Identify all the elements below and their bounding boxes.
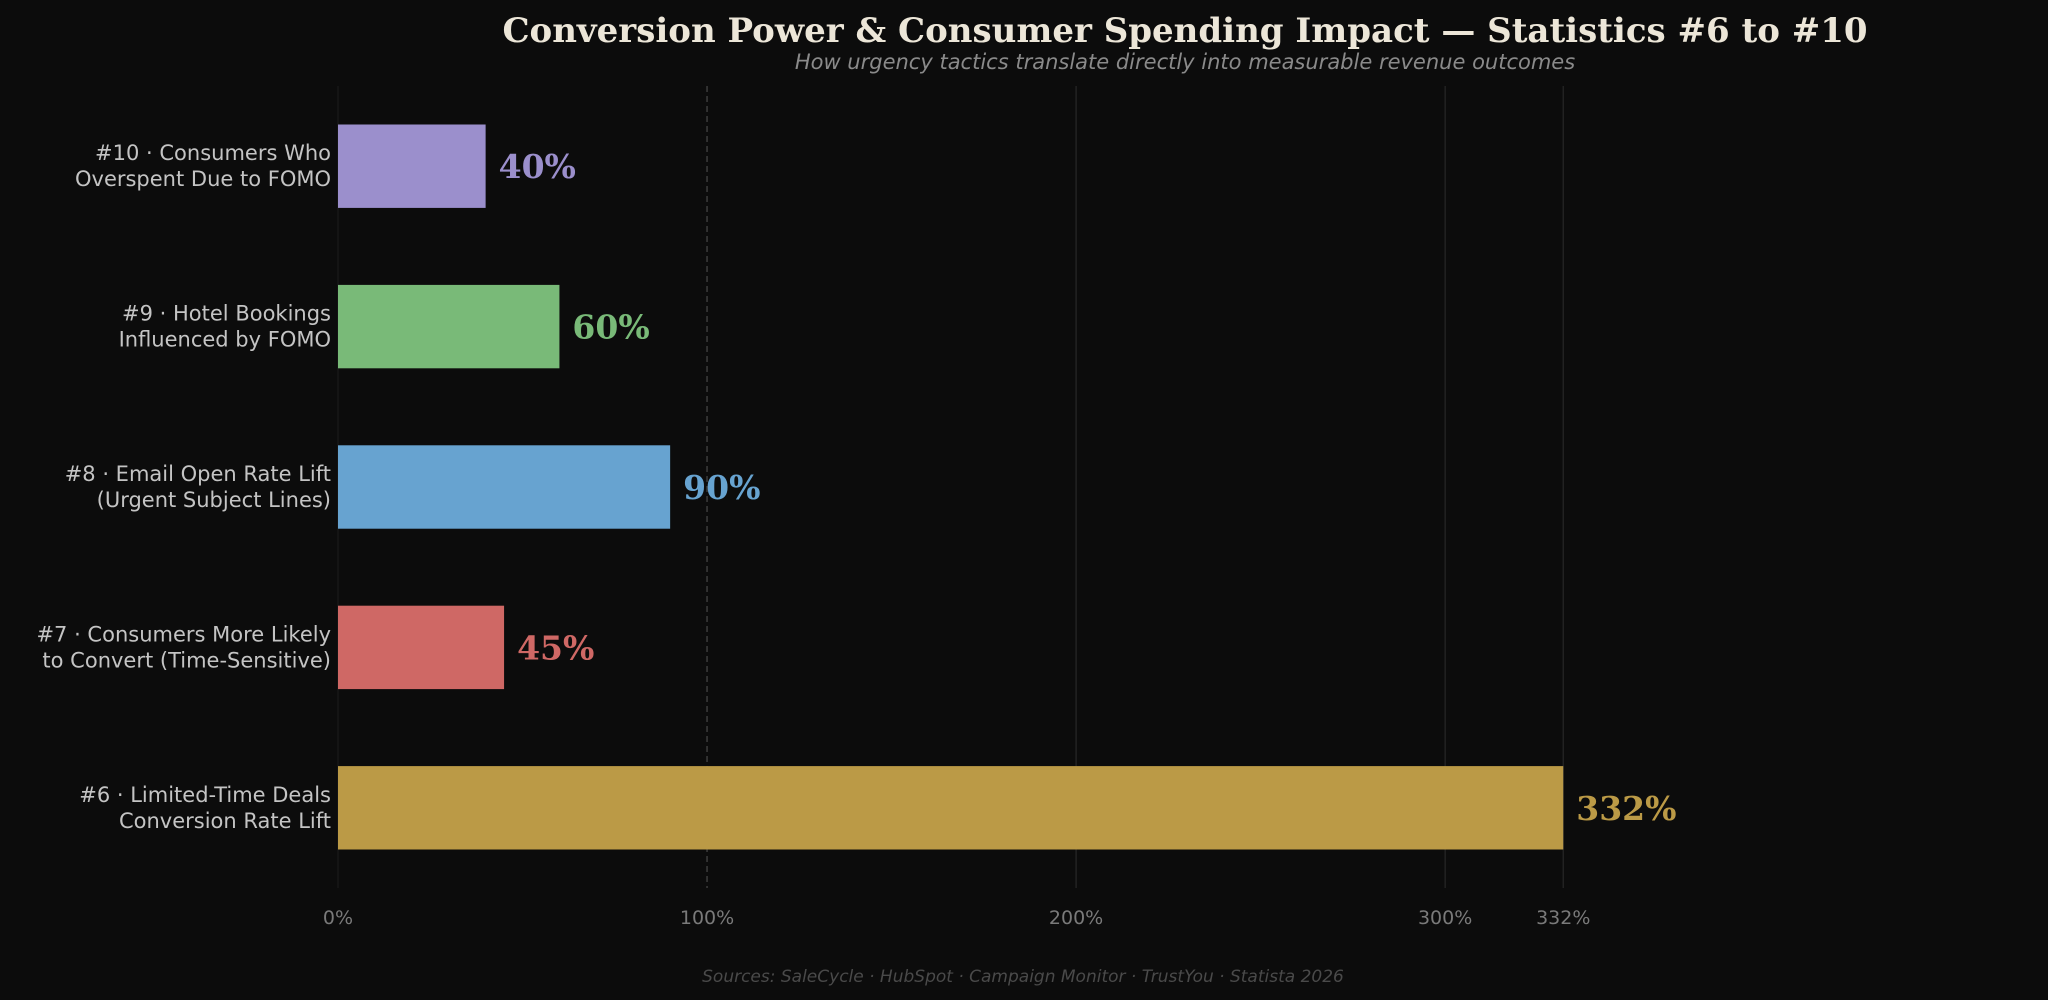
x-tick-label: 300% — [1418, 907, 1472, 929]
x-tick-label: 0% — [323, 907, 353, 929]
category-label: #10 · Consumers Who Overspent Due to FOMO — [75, 141, 331, 191]
x-tick-label: 332% — [1536, 907, 1590, 929]
bar-value-label: 332% — [1576, 789, 1676, 828]
bar-value-label: 60% — [572, 308, 649, 347]
bar — [338, 124, 486, 208]
x-tick-label: 200% — [1049, 907, 1103, 929]
bar-value-label: 45% — [517, 628, 594, 667]
chart-title: Conversion Power & Consumer Spending Imp… — [502, 11, 1867, 51]
bar — [338, 766, 1564, 850]
chart-subtitle: How urgency tactics translate directly i… — [795, 50, 1575, 74]
category-label: #6 · Limited-Time Deals Conversion Rate L… — [79, 783, 331, 833]
category-label: #7 · Consumers More Likely to Convert (Ti… — [36, 622, 331, 672]
bar — [338, 284, 560, 369]
bar — [338, 605, 505, 690]
source-note: Sources: SaleCycle · HubSpot · Campaign … — [702, 967, 1344, 987]
bar — [338, 445, 671, 529]
category-labels: #10 · Consumers Who Overspent Due to FOMO… — [36, 141, 331, 833]
bar-value-label: 40% — [499, 147, 576, 186]
x-tick-label: 100% — [680, 907, 734, 929]
category-label: #8 · Email Open Rate Lift (Urgent Subject… — [65, 462, 331, 512]
grid-lines — [337, 86, 1564, 888]
bar-value-label: 90% — [683, 468, 760, 507]
x-axis-ticks: 0% 100% 200% 300% 332% — [323, 907, 1590, 929]
bars: 40% 60% 90% 45% 332% — [338, 124, 1676, 850]
category-label: #9 · Hotel Bookings Influenced by FOMO — [119, 302, 331, 352]
